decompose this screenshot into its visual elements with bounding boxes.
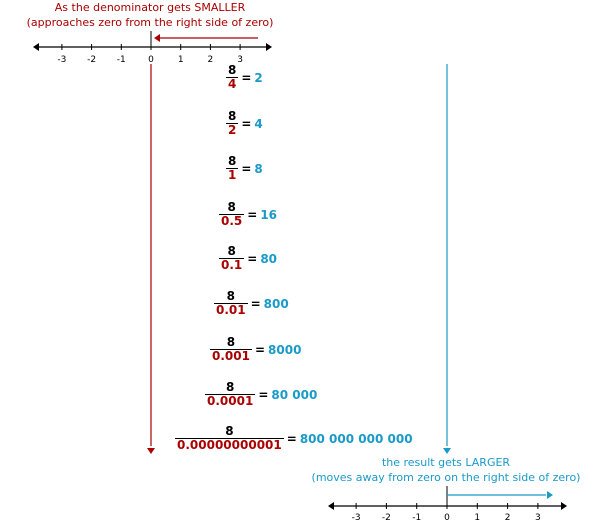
denominator: 0.5: [219, 214, 245, 228]
axis-left-arrowhead: [33, 43, 39, 51]
denominator: 0.1: [219, 258, 245, 272]
direction-arrows: [147, 34, 553, 499]
numerator: 8: [228, 63, 237, 77]
axis-left-arrowhead: [328, 502, 334, 510]
fraction: 8 0.0001: [205, 380, 256, 408]
denominator: 0.001: [210, 349, 252, 363]
axis-tick-label: -1: [117, 55, 126, 65]
bottom-caption-line-2: (moves away from zero on the right side …: [311, 471, 581, 484]
result-value: 8: [254, 161, 263, 176]
result-value: 800: [263, 296, 289, 311]
axis-right-arrowhead: [266, 43, 272, 51]
numerator: 8: [227, 244, 236, 258]
equals-sign: =: [250, 296, 261, 311]
bottom-number-line: -3 -2 -1 0 1 2 3: [328, 486, 567, 520]
top-caption-line-1: As the denominator gets SMALLER: [54, 1, 246, 14]
equals-sign: =: [254, 342, 266, 357]
denominator: 0.01: [214, 303, 248, 317]
bottom-caption: the result gets LARGER (moves away from …: [293, 455, 599, 485]
fraction: 8 0.01: [214, 290, 248, 317]
fraction: 8 0.00000000001: [175, 425, 284, 452]
division-row: 8 4 = 2: [226, 64, 263, 91]
numerator: 8: [225, 424, 234, 438]
result-value: 4: [254, 116, 263, 131]
division-row: 8 0.0001 = 80 000: [205, 381, 317, 408]
axis-tick-label: -3: [352, 513, 361, 520]
axis-tick-label: 0: [444, 513, 450, 520]
equals-sign: =: [241, 116, 252, 131]
fraction: 8 1: [226, 154, 239, 182]
result-value: 80 000: [271, 387, 318, 402]
numerator: 8: [227, 200, 236, 214]
numerator: 8: [226, 335, 236, 349]
axis-tick-label: 2: [208, 55, 214, 65]
top-caption-line-2: (approaches zero from the right side of …: [26, 16, 274, 29]
top-number-line: -3 -2 -1 0 1 2 3: [33, 31, 272, 65]
result-value: 800 000 000 000: [299, 431, 413, 446]
axis-tick-label: 3: [535, 513, 541, 520]
axis-tick-label: 2: [505, 513, 511, 520]
division-row: 8 0.01 = 800: [214, 290, 289, 317]
axis-tick-label: -2: [87, 55, 96, 65]
fraction: 8 0.1: [219, 244, 245, 272]
division-row: 8 0.001 = 8000: [210, 336, 301, 363]
fraction: 8 0.5: [219, 200, 245, 228]
division-row: 8 0.00000000001 = 800 000 000 000: [175, 425, 413, 452]
moves-away-arrowhead: [547, 491, 553, 499]
bottom-caption-line-1: the result gets LARGER: [381, 456, 511, 469]
axis-tick-label: 1: [178, 55, 184, 65]
division-row: 8 1 = 8: [226, 155, 263, 182]
division-row: 8 2 = 4: [226, 110, 263, 137]
equals-sign: =: [258, 387, 269, 402]
result-value: 16: [260, 207, 278, 222]
result-value: 8000: [268, 342, 302, 357]
numerator: 8: [228, 109, 237, 123]
axis-tick-label: 1: [474, 513, 480, 520]
axis-tick-label: 0: [148, 55, 154, 65]
denominator-down-arrowhead: [147, 448, 155, 454]
numerator: 8: [225, 380, 235, 394]
fraction: 8 2: [226, 109, 239, 137]
result-value: 2: [254, 70, 263, 85]
axis-tick-label: 3: [237, 55, 243, 65]
denominator: 0.0001: [205, 394, 256, 408]
result-down-arrowhead: [443, 448, 451, 454]
equals-sign: =: [247, 251, 258, 266]
denominator: 0.00000000001: [175, 438, 284, 452]
top-caption: As the denominator gets SMALLER (approac…: [0, 0, 300, 30]
denominator: 2: [226, 123, 239, 137]
axis-tick-label: -1: [412, 513, 421, 520]
equals-sign: =: [247, 207, 258, 222]
approach-zero-arrowhead: [154, 34, 160, 42]
axis-tick-label: -3: [57, 55, 66, 65]
result-value: 80: [260, 251, 278, 266]
equals-sign: =: [241, 70, 252, 85]
fraction: 8 0.001: [210, 336, 252, 363]
division-row: 8 0.1 = 80: [219, 245, 277, 272]
equals-sign: =: [286, 431, 297, 446]
denominator: 4: [226, 77, 239, 91]
equals-sign: =: [241, 161, 252, 176]
division-row: 8 0.5 = 16: [219, 201, 277, 228]
denominator: 1: [226, 168, 239, 182]
numerator: 8: [228, 154, 237, 168]
axis-right-arrowhead: [561, 502, 567, 510]
numerator: 8: [226, 289, 235, 303]
fraction: 8 4: [226, 63, 239, 91]
axis-tick-label: -2: [382, 513, 391, 520]
